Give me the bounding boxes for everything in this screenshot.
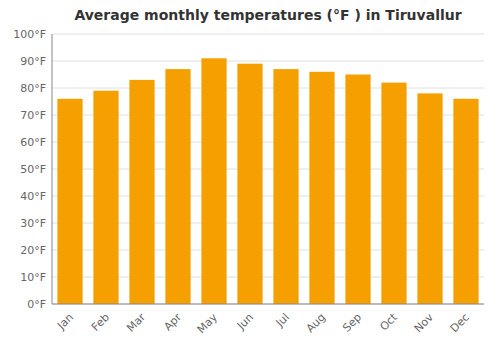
bars xyxy=(57,58,478,304)
x-tick-label: Nov xyxy=(412,310,437,335)
bar xyxy=(57,99,82,304)
bar xyxy=(93,91,118,304)
y-tick-label: 90°F xyxy=(20,55,46,68)
x-tick-label: Jun xyxy=(234,311,256,333)
bar xyxy=(345,75,370,305)
y-tick-label: 30°F xyxy=(20,217,46,230)
chart: Average monthly temperatures (°F ) in Ti… xyxy=(0,0,500,350)
y-tick-label: 40°F xyxy=(20,190,46,203)
bar xyxy=(309,72,334,304)
y-tick-label: 10°F xyxy=(20,271,46,284)
y-tick-label: 100°F xyxy=(13,28,46,41)
y-tick-label: 80°F xyxy=(20,82,46,95)
y-tick-label: 60°F xyxy=(20,136,46,149)
x-tick-label: Mar xyxy=(124,310,148,334)
bar xyxy=(453,99,478,304)
x-tick-label: Sep xyxy=(340,311,364,335)
x-tick-label: Dec xyxy=(448,311,472,335)
bar xyxy=(201,58,226,304)
bar xyxy=(165,69,190,304)
bar xyxy=(381,83,406,304)
y-tick-label: 70°F xyxy=(20,109,46,122)
bar xyxy=(237,64,262,304)
bar xyxy=(129,80,154,304)
grid-line xyxy=(52,88,484,89)
y-tick-label: 50°F xyxy=(20,163,46,176)
y-tick-label: 20°F xyxy=(20,244,46,257)
x-tick-label: Oct xyxy=(377,310,400,333)
y-axis-line xyxy=(52,34,53,304)
x-axis-labels: Jan Feb Mar Apr May Jun Jul Aug Sep Oct Nov Dec xyxy=(54,310,472,336)
x-axis-line xyxy=(52,304,484,305)
grid-line xyxy=(52,61,484,62)
x-tick-label: Feb xyxy=(89,311,112,334)
grid-line xyxy=(52,304,484,305)
bar xyxy=(273,69,298,304)
y-axis-labels: 0°F 10°F 20°F 30°F 40°F 50°F 60°F 70°F 80°F 90°F 1… xyxy=(13,28,46,311)
x-tick-label: Jan xyxy=(54,311,76,333)
grid-line xyxy=(52,34,484,35)
title: Average monthly temperatures (°F ) in Ti… xyxy=(74,7,461,23)
y-tick-label: 0°F xyxy=(27,298,46,311)
grid xyxy=(52,34,484,304)
x-tick-label: Jul xyxy=(273,311,292,330)
bar xyxy=(417,93,442,304)
x-tick-label: May xyxy=(195,310,221,336)
x-tick-label: Apr xyxy=(161,310,184,333)
x-tick-label: Aug xyxy=(304,311,328,335)
